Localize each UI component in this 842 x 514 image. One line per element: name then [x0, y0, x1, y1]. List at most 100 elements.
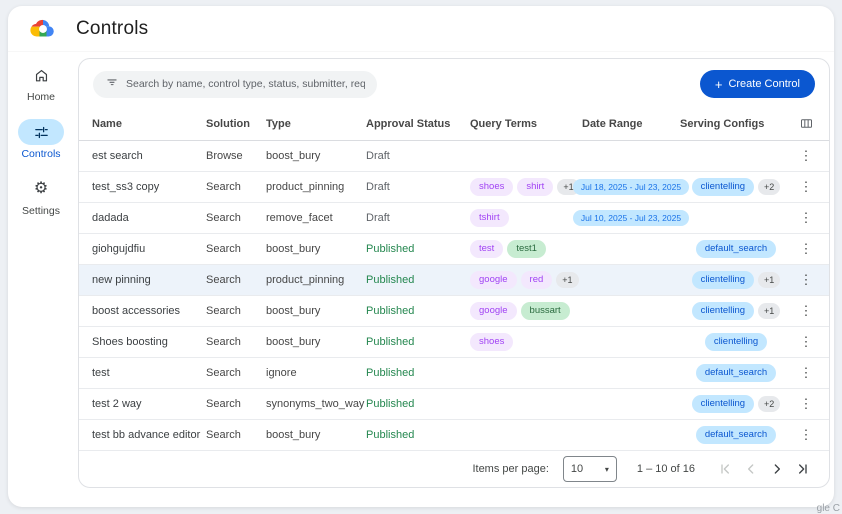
cell-solution: Search [206, 181, 241, 193]
serving-config-chip: clientelling [691, 178, 755, 196]
row-menu-button[interactable]: ⋮ [799, 427, 813, 442]
cell-serving-configs: clientelling +2 [680, 395, 792, 413]
cell-query-terms: google bussart [470, 302, 582, 320]
row-menu-button[interactable]: ⋮ [799, 272, 813, 287]
cell-type: boost_bury [266, 150, 321, 162]
row-menu-button[interactable]: ⋮ [799, 148, 813, 163]
cell-solution: Search [206, 212, 241, 224]
serving-config-overflow-chip: +2 [758, 178, 781, 196]
home-icon [18, 62, 64, 88]
create-control-button[interactable]: + Create Control [699, 70, 815, 98]
status-label: Published [366, 305, 415, 317]
row-menu-button[interactable]: ⋮ [799, 396, 813, 411]
col-header-serving-configs[interactable]: Serving Configs [680, 117, 765, 130]
table-header-row: Name Solution Type Approval Status Query… [79, 107, 829, 141]
query-term-chip: shoes [470, 333, 514, 351]
col-header-type[interactable]: Type [266, 117, 291, 130]
search-bar[interactable] [93, 70, 377, 98]
col-header-date-range[interactable]: Date Range [582, 117, 643, 130]
items-per-page-select[interactable]: 10 ▾ [562, 456, 617, 482]
table-row[interactable]: test bb advance editor Search boost_bury Pu… [79, 420, 829, 451]
col-header-name[interactable]: Name [92, 117, 122, 130]
cell-date-range: Jul 10, 2025 - Jul 23, 2025 [572, 209, 690, 227]
serving-config-chip: clientelling [691, 302, 755, 320]
serving-config-chip: clientelling [691, 271, 755, 289]
table-row[interactable]: test_ss3 copy Search product_pinning Draft s… [79, 172, 829, 203]
cell-type: product_pinning [266, 274, 345, 286]
search-input[interactable] [126, 78, 365, 90]
first-page-button[interactable] [717, 461, 733, 477]
tune-icon [18, 119, 64, 145]
cell-query-terms: shoes [470, 333, 582, 351]
cell-serving-configs: clientelling +1 [680, 271, 792, 289]
col-header-approval-status[interactable]: Approval Status [366, 117, 451, 130]
table-row[interactable]: Shoes boosting Search boost_bury Published s… [79, 327, 829, 358]
previous-page-button[interactable] [743, 461, 759, 477]
cell-type: boost_bury [266, 305, 321, 317]
cell-name: test_ss3 copy [92, 181, 160, 193]
cell-solution: Search [206, 398, 241, 410]
row-menu-button[interactable]: ⋮ [799, 179, 813, 194]
controls-table-card: + Create Control Name Solution Type Appr… [78, 58, 830, 488]
cell-serving-configs: clientelling +1 [680, 302, 792, 320]
cell-name: test [92, 367, 110, 379]
filter-icon [105, 75, 119, 94]
sidebar-item-label: Controls [21, 148, 61, 160]
cell-actions: ⋮ [792, 396, 820, 412]
table-row[interactable]: dadada Search remove_facet Draft tshirt Jul 1… [79, 203, 829, 234]
next-page-button[interactable] [769, 461, 785, 477]
table-row[interactable]: new pinning Search product_pinning Publishe… [79, 265, 829, 296]
cell-serving-configs: clientelling [680, 333, 792, 351]
cell-solution: Search [206, 305, 241, 317]
serving-config-chip: clientelling [704, 333, 768, 351]
cell-actions: ⋮ [792, 334, 820, 350]
pagination-range: 1 – 10 of 16 [636, 463, 695, 475]
cell-actions: ⋮ [792, 148, 820, 164]
table-row[interactable]: boost accessories Search boost_bury Publish… [79, 296, 829, 327]
row-menu-button[interactable]: ⋮ [799, 365, 813, 380]
serving-config-overflow-chip: +2 [758, 395, 781, 413]
table-row[interactable]: est search Browse boost_bury Draft ⋮ [79, 141, 829, 172]
dropdown-arrow-icon: ▾ [604, 464, 609, 474]
cell-name: test 2 way [92, 398, 142, 410]
table-row[interactable]: test Search ignore Published default_search ⋮ [79, 358, 829, 389]
cell-name: new pinning [92, 274, 151, 286]
sidebar-item-home[interactable]: Home [18, 62, 64, 103]
query-term-chip: shoes [470, 178, 514, 196]
table-body: est search Browse boost_bury Draft ⋮ test_ss3… [79, 141, 829, 451]
row-menu-button[interactable]: ⋮ [799, 334, 813, 349]
cell-type: boost_bury [266, 429, 321, 441]
page-title: Controls [76, 17, 149, 39]
status-label: Draft [366, 212, 390, 224]
cell-actions: ⋮ [792, 179, 820, 195]
cell-serving-configs: default_search [680, 364, 792, 382]
cell-type: ignore [266, 367, 297, 379]
query-term-chip: test [470, 240, 504, 258]
last-page-button[interactable] [795, 461, 811, 477]
sidebar-item-label: Settings [22, 205, 60, 217]
cell-solution: Search [206, 243, 241, 255]
sidebar-item-controls[interactable]: Controls [18, 119, 64, 160]
cell-actions: ⋮ [792, 241, 820, 257]
table-row[interactable]: test 2 way Search synonyms_two_way Publishe… [79, 389, 829, 420]
table-row[interactable]: giohgujdfiu Search boost_bury Published test… [79, 234, 829, 265]
cell-query-terms: google red +1 [470, 271, 582, 289]
items-per-page-label: Items per page: [472, 463, 549, 475]
create-control-label: Create Control [728, 78, 800, 90]
status-label: Published [366, 274, 415, 286]
cell-type: boost_bury [266, 336, 321, 348]
main-content: + Create Control Name Solution Type Appr… [74, 52, 834, 507]
status-label: Published [366, 243, 415, 255]
date-range-chip: Jul 10, 2025 - Jul 23, 2025 [572, 209, 690, 227]
app-window: Controls Home Controls [8, 6, 834, 507]
pagination-bar: Items per page: 10 ▾ 1 – 10 of 16 [79, 451, 829, 487]
column-settings-icon[interactable] [792, 116, 820, 131]
sidebar-item-settings[interactable]: ⚙ Settings [18, 176, 64, 218]
row-menu-button[interactable]: ⋮ [799, 241, 813, 256]
row-menu-button[interactable]: ⋮ [799, 303, 813, 318]
col-header-solution[interactable]: Solution [206, 117, 250, 130]
google-cloud-logo [28, 14, 58, 44]
row-menu-button[interactable]: ⋮ [799, 210, 813, 225]
col-header-query-terms[interactable]: Query Terms [470, 117, 538, 130]
plus-icon: + [714, 76, 723, 92]
